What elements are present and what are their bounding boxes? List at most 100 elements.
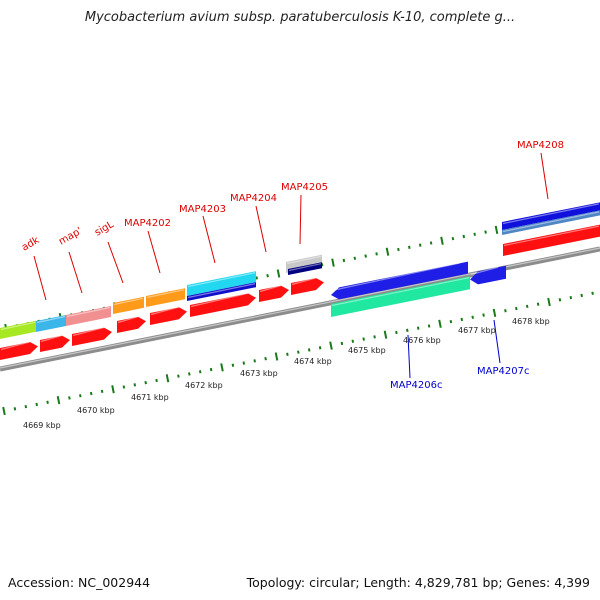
reverse-gene-labels: MAP4206c MAP4207c <box>390 366 529 391</box>
major-tick <box>438 319 442 328</box>
cds-arrow-1-shine <box>40 334 63 343</box>
cds-arrow-3-shine <box>117 316 139 324</box>
gene-block-0-shine <box>0 321 36 331</box>
minor-tick <box>100 389 104 394</box>
gene-block-2-shine <box>66 306 111 318</box>
gene-block-map4208-b-shine <box>502 211 600 233</box>
gene-label-map4202[interactable]: MAP4202 <box>124 218 171 229</box>
gene-label-map4208[interactable]: MAP4208 <box>517 140 564 151</box>
minor-tick <box>264 357 267 361</box>
gene-block-6-shine <box>286 255 322 265</box>
gene-label-map[interactable]: map' <box>57 226 84 248</box>
minor-tick <box>46 400 49 404</box>
major-tick <box>274 352 279 361</box>
leader-line-reverse <box>407 334 411 379</box>
minor-tick <box>253 359 256 363</box>
cds-arrow-2 <box>72 327 112 346</box>
gene-label-map4206c[interactable]: MAP4206c <box>390 380 442 391</box>
major-tick <box>383 330 388 339</box>
gene-block-map4208-b <box>502 210 600 235</box>
leader-line-forward <box>299 194 302 245</box>
cds-arrow-0-shine <box>0 341 31 351</box>
map-title: Mycobacterium avium subsp. paratuberculo… <box>84 10 516 25</box>
cds-arrow-3 <box>117 316 146 333</box>
gene-label-map4205[interactable]: MAP4205 <box>281 182 328 193</box>
major-tick <box>547 297 551 307</box>
minor-tick <box>318 346 322 350</box>
minor-tick <box>536 302 540 306</box>
minor-tick <box>155 378 158 383</box>
minor-tick <box>242 361 246 365</box>
leader-line-forward <box>147 230 161 274</box>
leader-line-forward <box>202 215 216 264</box>
gene-strand-map4203 <box>187 282 256 301</box>
minor-tick <box>79 394 82 398</box>
gene-block-1 <box>36 315 66 332</box>
minor-tick <box>397 247 400 252</box>
kbp-label: 4676 kbp <box>403 336 441 345</box>
gene-label-map4204[interactable]: MAP4204 <box>230 193 277 204</box>
minor-tick <box>89 391 93 396</box>
cds-arrow-8-shine <box>503 225 600 247</box>
cds-arrow-7-shine <box>291 277 317 286</box>
minor-tick <box>188 372 191 376</box>
major-tick <box>329 341 333 350</box>
minor-tick <box>591 291 594 295</box>
minor-tick <box>362 337 365 341</box>
minor-tick <box>484 230 487 234</box>
minor-tick <box>451 236 455 241</box>
gene-label-sigl[interactable]: sigL <box>93 219 116 239</box>
kbp-label: 4669 kbp <box>23 421 61 430</box>
minor-tick <box>460 317 464 322</box>
gene-label-map4207c[interactable]: MAP4207c <box>477 366 529 377</box>
gene-block-3 <box>113 296 144 314</box>
minor-tick <box>198 370 202 374</box>
gene-block-map4208-a-shine <box>502 203 600 225</box>
kbp-label: 4672 kbp <box>185 381 223 390</box>
minor-tick <box>286 352 289 356</box>
gene-block-1-shine <box>36 315 66 324</box>
gene-strand-map4205 <box>288 262 322 275</box>
minor-tick <box>580 293 583 298</box>
minor-tick <box>209 367 213 372</box>
cds-arrow-map4206c <box>331 261 468 300</box>
kbp-label: 4675 kbp <box>348 346 386 355</box>
minor-tick <box>558 298 562 302</box>
kbp-scale-labels: 4669 kbp 4670 kbp 4671 kbp 4672 kbp 4673… <box>23 317 550 430</box>
major-tick <box>111 385 115 394</box>
major-tick <box>165 374 170 383</box>
minor-tick <box>462 234 466 239</box>
minor-tick <box>482 313 485 317</box>
gene-block-4-shine <box>146 289 185 299</box>
minor-tick <box>406 328 409 333</box>
feature-track <box>0 202 600 372</box>
cds-arrow-6-shine <box>259 284 282 293</box>
gene-strand-map4205-shine <box>288 263 322 272</box>
minor-tick <box>504 309 507 313</box>
cds-arrow-map4207c <box>470 265 506 285</box>
minor-tick <box>177 374 180 378</box>
minor-tick <box>68 396 71 400</box>
leader-line-forward <box>540 152 549 200</box>
major-tick <box>492 308 497 318</box>
major-tick <box>494 225 499 235</box>
minor-tick <box>35 402 38 407</box>
gene-block-map4208-a <box>502 202 600 230</box>
major-tick <box>440 236 444 245</box>
minor-tick <box>340 341 344 346</box>
minor-tick <box>364 254 367 258</box>
gene-block-2 <box>66 306 111 326</box>
kbp-label: 4677 kbp <box>458 326 496 335</box>
gene-label-adk[interactable]: adk <box>20 235 42 254</box>
leader-line-forward <box>107 241 124 284</box>
minor-tick <box>266 274 269 278</box>
major-tick <box>2 406 6 416</box>
gene-block-5-shine <box>187 272 256 288</box>
minor-tick <box>375 252 378 256</box>
kbp-label: 4674 kbp <box>294 357 332 366</box>
kbp-label: 4673 kbp <box>240 369 278 378</box>
gene-block-0 <box>0 320 36 339</box>
minor-tick <box>429 241 433 245</box>
gene-label-map4203[interactable]: MAP4203 <box>179 204 226 215</box>
cds-arrow-map4207c-shine <box>470 266 499 276</box>
